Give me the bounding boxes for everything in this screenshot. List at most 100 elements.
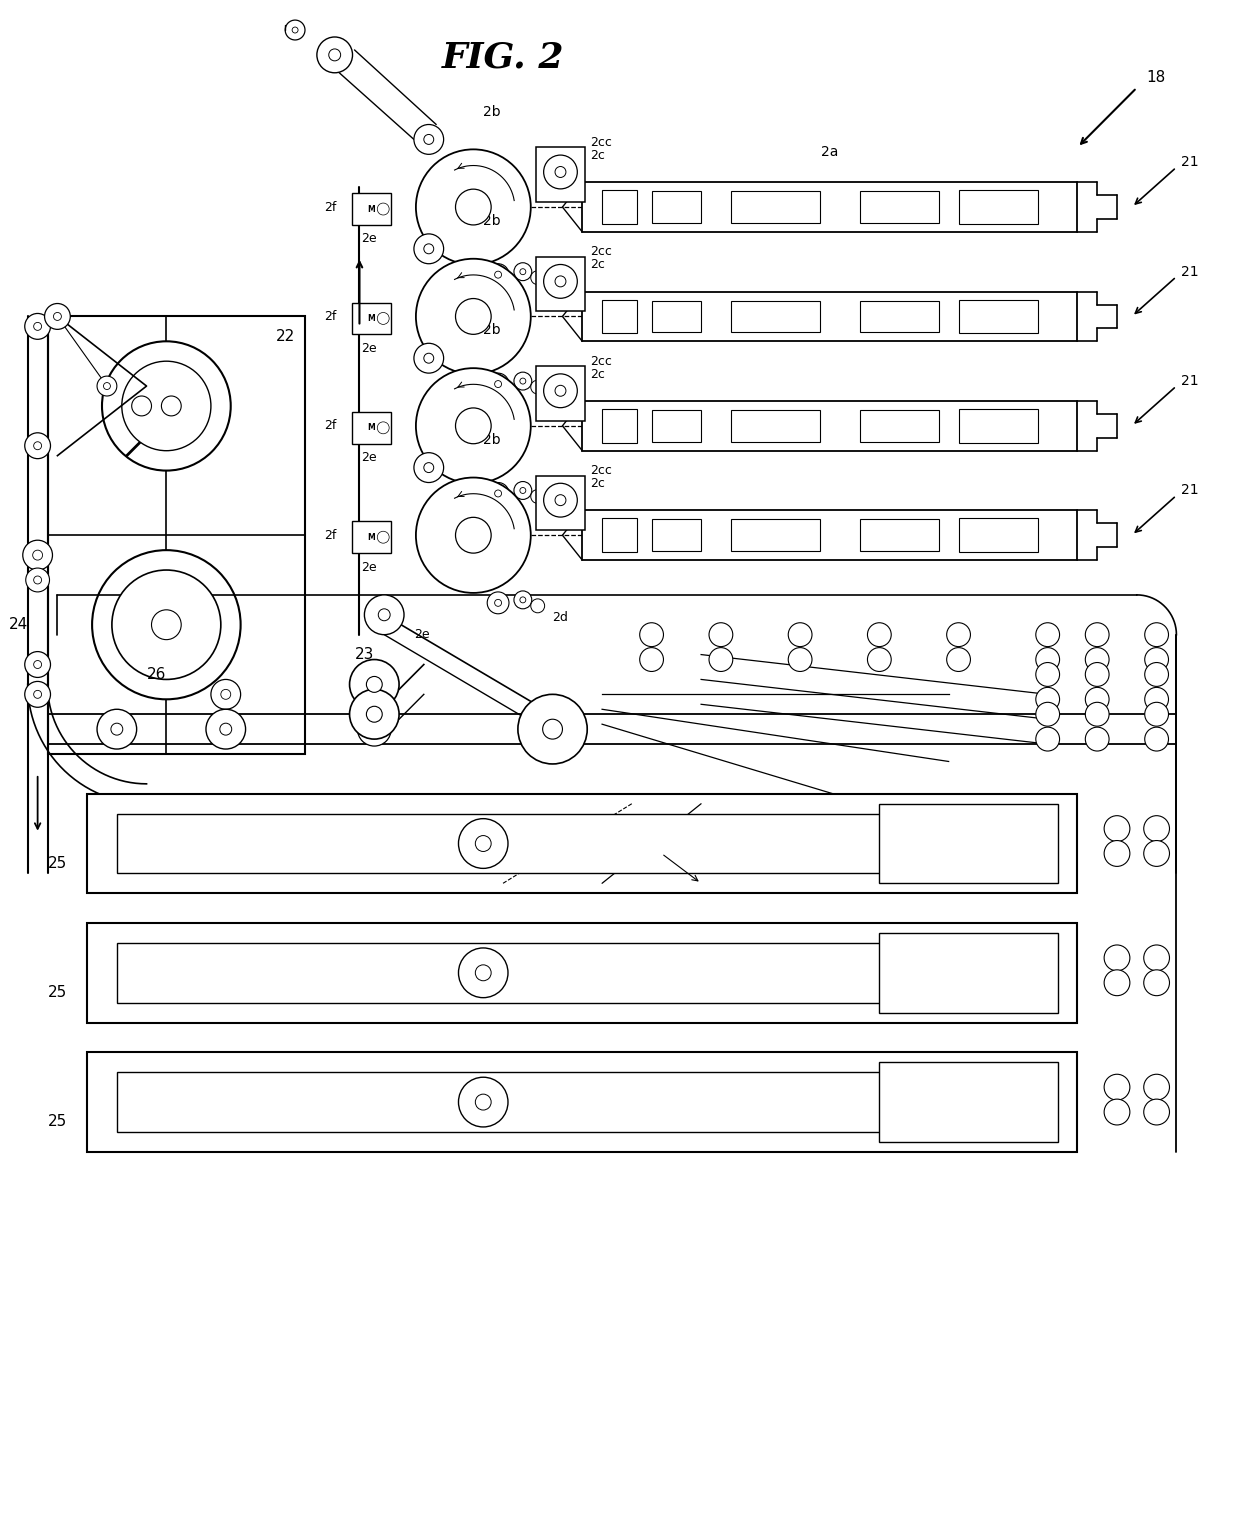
Bar — [879, 933, 1058, 1013]
Text: 2cc: 2cc — [590, 245, 613, 259]
Bar — [536, 366, 585, 421]
Text: 2b: 2b — [484, 433, 501, 447]
Circle shape — [543, 154, 578, 189]
Circle shape — [92, 550, 241, 699]
Circle shape — [475, 1095, 491, 1110]
Text: 2d: 2d — [553, 612, 568, 624]
Circle shape — [221, 689, 231, 699]
Circle shape — [1085, 663, 1109, 686]
Bar — [879, 804, 1058, 883]
Circle shape — [211, 680, 241, 709]
Text: M: M — [367, 313, 376, 322]
Circle shape — [1035, 648, 1059, 672]
Circle shape — [26, 568, 50, 592]
Circle shape — [1145, 648, 1168, 672]
Circle shape — [459, 1078, 508, 1126]
Circle shape — [1104, 1099, 1130, 1125]
Circle shape — [377, 203, 389, 215]
Circle shape — [424, 463, 434, 472]
Circle shape — [112, 571, 221, 680]
Text: M: M — [367, 204, 376, 213]
Bar — [651, 300, 701, 333]
Circle shape — [709, 622, 733, 646]
Circle shape — [33, 575, 42, 584]
Bar — [651, 519, 701, 551]
Circle shape — [25, 313, 51, 339]
Bar — [583, 182, 1078, 232]
Circle shape — [97, 375, 117, 397]
Circle shape — [543, 483, 578, 518]
Text: M: M — [367, 424, 376, 433]
Circle shape — [1104, 816, 1130, 842]
Text: 2f: 2f — [325, 528, 337, 542]
Circle shape — [1104, 970, 1130, 996]
Circle shape — [1035, 622, 1059, 646]
Circle shape — [357, 712, 391, 746]
Circle shape — [424, 353, 434, 363]
Circle shape — [487, 263, 508, 286]
Circle shape — [513, 590, 532, 609]
Circle shape — [518, 695, 588, 765]
Circle shape — [350, 660, 399, 709]
Text: 2c: 2c — [590, 368, 605, 380]
Circle shape — [414, 453, 444, 483]
Circle shape — [122, 362, 211, 451]
Circle shape — [868, 648, 892, 672]
Bar — [959, 191, 1038, 224]
Circle shape — [100, 712, 134, 746]
Text: 25: 25 — [48, 986, 67, 1001]
Circle shape — [53, 312, 62, 321]
Circle shape — [495, 491, 501, 497]
Circle shape — [531, 600, 544, 613]
Circle shape — [424, 244, 434, 254]
Circle shape — [556, 276, 565, 286]
Circle shape — [640, 648, 663, 672]
Bar — [603, 300, 636, 333]
Circle shape — [329, 48, 341, 61]
Circle shape — [206, 709, 246, 749]
Circle shape — [495, 600, 501, 606]
Circle shape — [556, 167, 565, 177]
Circle shape — [1145, 622, 1168, 646]
Text: 2f: 2f — [325, 419, 337, 433]
Bar — [87, 924, 1078, 1022]
Circle shape — [1145, 727, 1168, 751]
Circle shape — [1035, 663, 1059, 686]
Text: 2b: 2b — [484, 104, 501, 118]
Text: 2e: 2e — [361, 560, 377, 574]
Text: 26: 26 — [146, 668, 166, 681]
Circle shape — [25, 681, 51, 707]
Circle shape — [377, 312, 389, 324]
Circle shape — [415, 368, 531, 483]
Text: FIG. 2: FIG. 2 — [441, 41, 564, 74]
Circle shape — [378, 609, 391, 621]
Text: 2f: 2f — [325, 200, 337, 213]
Circle shape — [110, 724, 123, 736]
Circle shape — [161, 397, 181, 416]
Text: 2b: 2b — [484, 213, 501, 229]
Circle shape — [366, 706, 382, 722]
Bar — [47, 316, 305, 754]
Circle shape — [33, 660, 42, 669]
Circle shape — [487, 592, 508, 613]
Bar — [651, 191, 701, 223]
Circle shape — [424, 135, 434, 144]
Bar — [859, 300, 939, 333]
Text: 23: 23 — [355, 646, 374, 662]
Circle shape — [365, 595, 404, 634]
Circle shape — [415, 150, 531, 265]
Bar — [87, 793, 1078, 893]
Circle shape — [709, 648, 733, 672]
Circle shape — [317, 36, 352, 73]
Circle shape — [1085, 622, 1109, 646]
Text: 2a: 2a — [821, 145, 838, 159]
Text: 21: 21 — [1182, 265, 1199, 279]
Circle shape — [531, 380, 544, 394]
Circle shape — [1143, 1075, 1169, 1101]
Text: 2e: 2e — [361, 232, 377, 245]
Circle shape — [103, 383, 110, 389]
Circle shape — [487, 483, 508, 504]
Text: 24: 24 — [9, 618, 27, 633]
Bar — [959, 409, 1038, 442]
Circle shape — [1035, 727, 1059, 751]
